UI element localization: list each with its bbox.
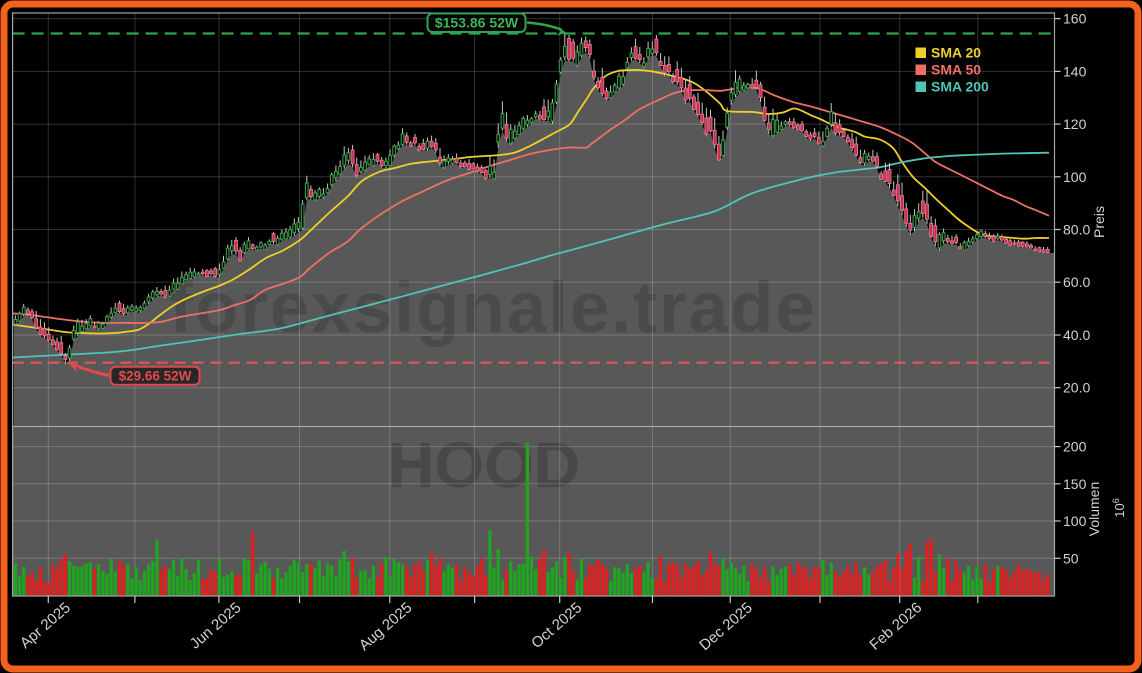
svg-text:$29.66 52W: $29.66 52W <box>119 369 192 384</box>
svg-text:160: 160 <box>1063 11 1087 27</box>
svg-text:forexsignale.trade: forexsignale.trade <box>169 269 817 348</box>
svg-text:100: 100 <box>1063 513 1087 529</box>
svg-text:Volumen: Volumen <box>1086 482 1102 536</box>
svg-text:140: 140 <box>1063 63 1087 79</box>
svg-text:80.0: 80.0 <box>1063 222 1090 238</box>
svg-text:HOOD: HOOD <box>388 429 580 501</box>
svg-text:40.0: 40.0 <box>1063 327 1090 343</box>
svg-text:150: 150 <box>1063 476 1087 492</box>
svg-text:SMA 200: SMA 200 <box>931 79 989 95</box>
svg-text:200: 200 <box>1063 439 1087 455</box>
svg-text:120: 120 <box>1063 116 1087 132</box>
svg-text:60.0: 60.0 <box>1063 274 1090 290</box>
svg-text:Preis: Preis <box>1091 206 1107 238</box>
svg-text:SMA 20: SMA 20 <box>931 45 981 61</box>
svg-text:SMA 50: SMA 50 <box>931 62 981 78</box>
svg-text:20.0: 20.0 <box>1063 380 1090 396</box>
svg-text:50: 50 <box>1063 550 1079 566</box>
svg-text:$153.86 52W: $153.86 52W <box>435 15 519 31</box>
svg-text:100: 100 <box>1063 169 1087 185</box>
